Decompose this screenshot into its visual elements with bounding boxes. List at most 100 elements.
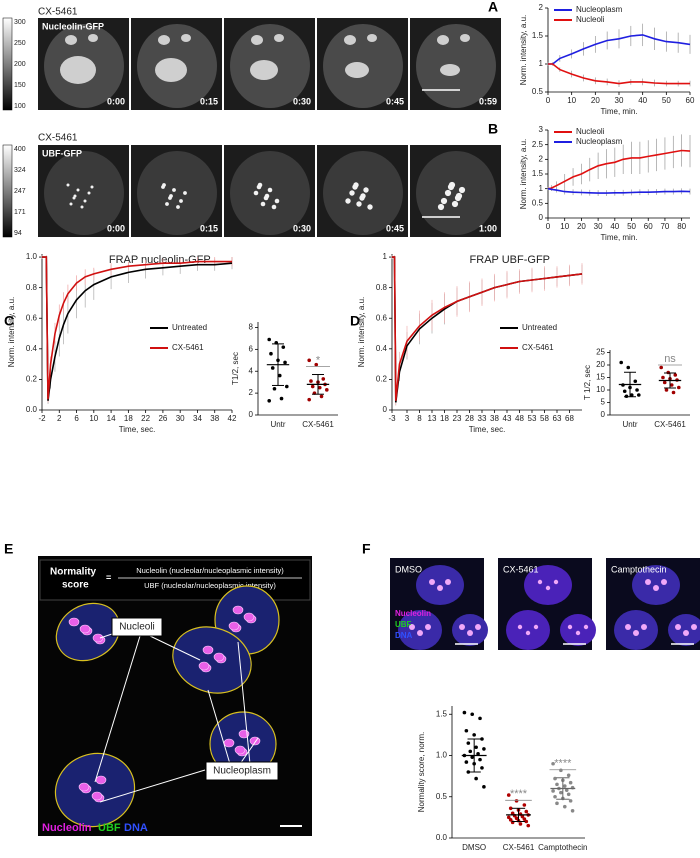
panel-label: B (488, 121, 498, 137)
data-point (317, 385, 322, 390)
y-tick-label: 0 (539, 213, 544, 222)
cell (172, 626, 252, 694)
legend-label: Nucleoplasm (576, 137, 623, 146)
ubf-focus (263, 195, 269, 201)
x-tick-label: 18 (440, 414, 449, 423)
data-point (480, 737, 484, 741)
data-point (661, 375, 665, 380)
nucleolus (367, 34, 377, 42)
y-tick-label: 0.8 (26, 283, 38, 292)
x-tick-label: 42 (228, 414, 237, 423)
nucleus (668, 614, 700, 646)
data-point (662, 380, 667, 385)
marker-label: UBF-GFP (42, 148, 82, 158)
x-tick-label: 10 (567, 96, 576, 105)
series-line (548, 34, 691, 65)
nucleolus (425, 624, 431, 630)
colorbar-tick-label: 100 (14, 103, 26, 110)
x-tick-label: 8 (417, 414, 422, 423)
legend-label: CX-5461 (172, 343, 204, 352)
nucleolus (78, 782, 90, 792)
x-axis-label: Time, min. (600, 107, 637, 116)
y-tick-label: 3 (539, 125, 544, 134)
nucleolus (545, 585, 551, 591)
nucleolus (65, 35, 77, 45)
x-tick-label: Untr (622, 420, 637, 429)
nucleus (323, 151, 403, 235)
ubf-focus (447, 183, 455, 191)
data-point (474, 745, 478, 750)
series-line (42, 256, 233, 401)
channel-label: UBF (395, 620, 412, 629)
ubf-focus (253, 190, 259, 196)
ubf-focus (352, 184, 358, 190)
microscopy-images (38, 18, 501, 237)
x-tick-label: 48 (515, 414, 524, 423)
panel-label: C (4, 313, 14, 329)
cell (54, 752, 136, 828)
nucleolus (675, 624, 681, 630)
x-tick-label: 3 (405, 414, 410, 423)
x-tick-label: -2 (38, 414, 46, 423)
ubf-focus (440, 197, 448, 205)
y-tick-label: 1 (539, 184, 544, 193)
x-tick-label: CX-5461 (503, 843, 535, 852)
significance-label: **** (554, 758, 572, 770)
y-axis-label: T1/2, sec (231, 352, 240, 385)
data-point (566, 792, 571, 797)
x-tick-label: Camptothecin (538, 843, 587, 852)
x-tick-label: 20 (577, 222, 586, 231)
y-axis-label: Normality score, norm. (417, 732, 426, 812)
colorbar-tick-label: 250 (14, 40, 26, 47)
x-tick-label: Untr (270, 420, 285, 429)
ubf-focus (256, 184, 262, 190)
colorbar (2, 144, 13, 238)
data-point (267, 337, 272, 342)
panel-label: D (350, 313, 360, 329)
data-point (279, 396, 284, 401)
nucleolus (95, 775, 107, 785)
x-tick-label: 50 (627, 222, 636, 231)
data-point (466, 741, 471, 745)
nucleolus (475, 624, 481, 630)
x-tick-label: 40 (638, 96, 647, 105)
y-tick-label: 1.5 (436, 709, 448, 718)
ubf-focus (359, 195, 365, 201)
series-line (547, 187, 691, 194)
data-point (677, 385, 681, 390)
colorbar-tick-label: 171 (14, 209, 26, 216)
nucleolus (92, 633, 104, 643)
data-point (307, 358, 312, 363)
ubf-focus (165, 202, 169, 206)
data-point (633, 379, 638, 384)
nucleolus (683, 630, 689, 636)
channel-label: Nucleolin (395, 609, 431, 618)
y-tick-label: 0.0 (436, 833, 448, 842)
data-point (619, 360, 623, 365)
data-point (635, 388, 639, 392)
treatment-images (390, 558, 700, 650)
data-point (508, 818, 513, 822)
time-label: 0:15 (200, 223, 218, 233)
nucleus (506, 610, 550, 650)
x-tick-label: 28 (465, 414, 474, 423)
x-tick-label: CX-5461 (654, 420, 686, 429)
x-tick-label: 20 (591, 96, 600, 105)
y-tick-label: 1.5 (532, 31, 544, 40)
x-axis-label: Time, sec. (469, 425, 506, 434)
y-tick-label: 20 (596, 360, 605, 369)
nucleus (230, 151, 310, 235)
ubf-focus (271, 204, 277, 210)
ubf-focus (80, 205, 84, 209)
time-label: 0:00 (107, 96, 125, 106)
y-tick-label: 0.5 (436, 792, 448, 801)
time-label: 0:15 (200, 96, 218, 106)
data-point (568, 780, 573, 785)
nucleolus (68, 617, 80, 627)
nucleolus (429, 579, 435, 585)
ubf-focus (260, 201, 266, 207)
nucleolus (198, 661, 210, 671)
y-tick-label: 2.5 (532, 140, 544, 149)
data-point (470, 712, 475, 717)
x-axis-label: Time, sec. (119, 425, 156, 434)
